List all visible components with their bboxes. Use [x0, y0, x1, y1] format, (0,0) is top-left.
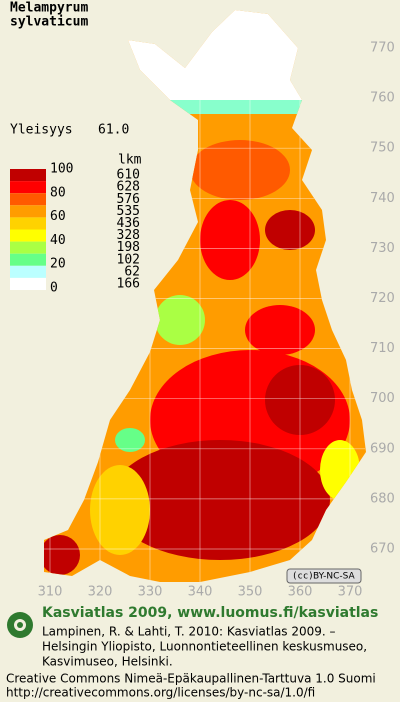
legend-swatch — [10, 241, 46, 254]
count: 198 — [117, 240, 140, 255]
northing-label: 740 — [370, 191, 395, 206]
logo — [7, 612, 33, 638]
count: 102 — [117, 252, 140, 267]
legend-swatch — [10, 253, 46, 266]
frequency-label: Yleisyys — [10, 123, 73, 138]
license: Creative Commons Nimeä-Epäkaupallinen-Ta… — [6, 672, 376, 686]
legend-swatch — [10, 181, 46, 194]
northing-label: 670 — [370, 542, 395, 557]
legend-swatch — [10, 193, 46, 206]
badge-text: BY-NC-SA — [313, 572, 356, 582]
count: 610 — [117, 168, 140, 183]
legend-swatch — [10, 169, 46, 182]
count: 328 — [117, 228, 140, 243]
count-header: lkm — [118, 153, 142, 168]
count: 576 — [117, 192, 140, 207]
northing-label: 690 — [370, 441, 395, 456]
count: 436 — [117, 216, 140, 231]
legend-swatch — [10, 277, 46, 290]
citation: Kasvimuseo, Helsinki. — [42, 655, 173, 669]
scale-label: 80 — [50, 185, 66, 200]
license: http://creativecommons.org/licenses/by-n… — [6, 686, 315, 700]
easting-label: 340 — [188, 585, 213, 600]
easting-label: 370 — [338, 585, 363, 600]
northing-label: 760 — [370, 91, 395, 106]
frequency-value: 61.0 — [98, 123, 129, 138]
northing-label: 720 — [370, 291, 395, 306]
northing-label: 730 — [370, 241, 395, 256]
scale-label: 60 — [50, 209, 66, 224]
easting-label: 350 — [238, 585, 263, 600]
cc-mark: (cc) — [292, 572, 314, 582]
northing-label: 700 — [370, 391, 395, 406]
scale-label: 40 — [50, 233, 66, 248]
northing-label: 750 — [370, 141, 395, 156]
license-badge — [286, 568, 362, 584]
northing-label: 680 — [370, 491, 395, 506]
legend-swatch — [10, 229, 46, 242]
easting-label: 360 — [288, 585, 313, 600]
footer-heading: Kasviatlas 2009, www.luomus.fi/kasviatla… — [42, 605, 378, 621]
scale-label: 100 — [50, 162, 73, 177]
legend-swatch — [10, 217, 46, 230]
northing-label: 770 — [370, 41, 395, 56]
count: 628 — [117, 180, 140, 195]
count: 535 — [117, 204, 140, 219]
legend-swatch — [10, 265, 46, 278]
scale-label: 20 — [50, 257, 66, 272]
species-name: Melampyrum — [10, 1, 88, 16]
easting-label: 320 — [88, 585, 113, 600]
easting-label: 330 — [138, 585, 163, 600]
citation: Lampinen, R. & Lahti, T. 2010: Kasviatla… — [42, 625, 336, 639]
citation: Helsingin Yliopisto, Luonnontieteellinen… — [42, 640, 367, 654]
easting-label: 310 — [38, 585, 63, 600]
count: 62 — [124, 264, 140, 279]
count: 166 — [117, 276, 140, 291]
legend-swatch — [10, 205, 46, 218]
scale-label: 0 — [50, 281, 58, 296]
species-name: sylvaticum — [10, 15, 88, 30]
northing-label: 710 — [370, 341, 395, 356]
